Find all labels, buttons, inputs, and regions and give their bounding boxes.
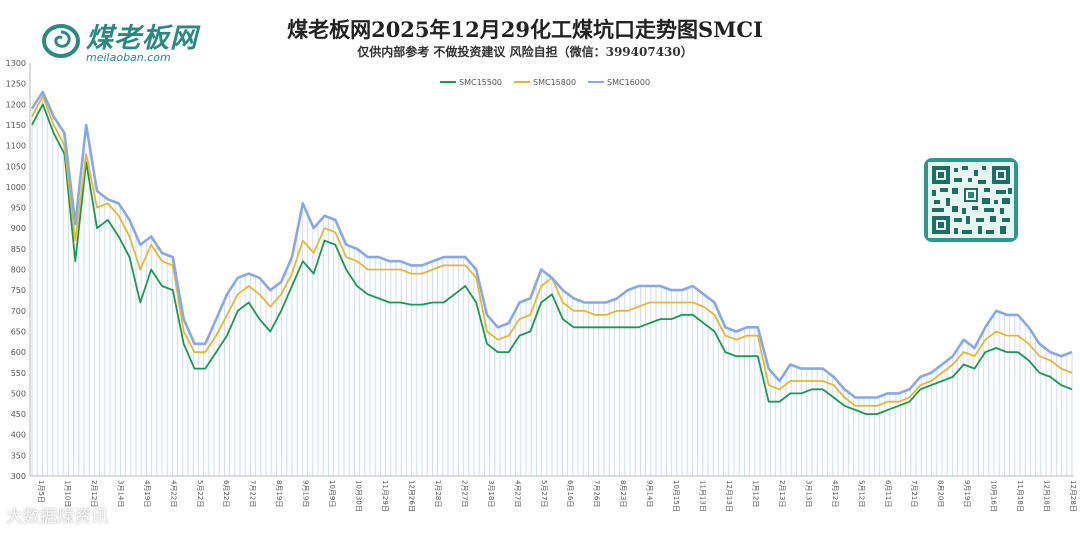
x-tick-label: 12月28日 [1069,480,1077,512]
x-tick-label: 4月22日 [169,480,177,507]
x-tick-label: 4月27日 [513,480,521,507]
x-tick-label: 9月14日 [646,480,654,507]
watermark: 大数据煤资讯 [6,507,108,527]
y-tick-label: 1150 [6,121,26,130]
legend: SMC15500 SMC15800 SMC16000 [440,75,650,89]
y-tick-label: 700 [11,307,26,316]
x-tick-label: 7月26日 [593,480,601,507]
y-tick-label: 800 [11,266,26,275]
y-tick-label: 850 [11,245,26,254]
x-tick-label: 10月30日 [355,480,363,512]
y-tick-label: 500 [11,389,26,398]
x-tick-label: 11月13日 [699,480,707,512]
x-tick-label: 2月27日 [460,480,468,507]
y-tick-label: 1300 [6,59,26,68]
legend-label: SMC15500 [459,77,503,87]
x-tick-label: 4月19日 [143,480,151,507]
y-tick-label: 550 [11,369,26,378]
legend-swatch [440,81,456,83]
axis-layer: 300 350 400 450 500 550 600 650 700 750 800 850 900 9… [6,59,1077,512]
x-tick-label: 3月13日 [804,480,812,507]
x-tick-label: 10月16日 [990,480,998,512]
y-tick-label: 950 [11,204,26,213]
x-tick-label: 7月22日 [249,480,257,507]
brand-logo: 煤老板网 meilaoban.com [42,24,242,64]
x-tick-label: 3月14日 [116,480,124,507]
x-tick-label: 5月27日 [540,480,548,507]
x-tick-label: 2月12日 [90,480,98,507]
x-tick-label: 7月21日 [910,480,918,507]
y-tick-label: 350 [11,451,26,460]
x-tick-label: 6月11日 [884,480,892,507]
y-tick-label: 650 [11,327,26,336]
x-tick-label: 2月13日 [778,480,786,507]
x-tick-label: 6月22日 [222,480,230,507]
x-tick-label: 5月12日 [857,480,865,507]
x-tick-label: 9月19日 [963,480,971,507]
x-tick-label: 1月5日 [37,480,45,503]
legend-label: SMC15800 [533,77,577,87]
x-tick-label: 1月10日 [63,480,71,507]
y-tick-label: 1100 [6,142,26,151]
y-tick-label: 1000 [6,183,26,192]
legend-label: SMC16000 [607,77,651,87]
x-tick-label: 8月23日 [619,480,627,507]
x-tick-label: 4月12日 [831,480,839,507]
brand-url: meilaoban.com [86,51,171,64]
y-tick-label: 600 [11,348,26,357]
y-tick-label: 1250 [6,80,26,89]
drop-lines-layer [31,92,1073,476]
legend-swatch [588,81,605,83]
legend-item-smc15800: SMC15800 [514,75,576,89]
x-tick-label: 8月20日 [937,480,945,507]
y-tick-label: 450 [11,410,26,419]
y-tick-label: 900 [11,224,26,233]
wechat-qr-code [924,158,1018,242]
x-tick-label: 10月9日 [328,480,336,507]
x-tick-label: 1月28日 [434,480,442,507]
x-tick-label: 12月18日 [1043,480,1051,512]
x-tick-label: 1月12日 [751,480,759,507]
y-tick-label: 1050 [6,162,26,171]
x-tick-label: 12月13日 [725,480,733,512]
y-tick-label: 1200 [6,100,26,109]
legend-item-smc15500: SMC15500 [440,75,502,89]
series-layer [30,90,1073,416]
chart-subtitle: 仅供内部参考 不做投资建议 风险自担（微信：399407430） [357,45,693,59]
x-tick-label: 12月26日 [407,480,415,512]
x-tick-label: 5月22日 [196,480,204,507]
x-tick-label: 9月19日 [302,480,310,507]
y-tick-label: 750 [11,286,26,295]
y-tick-label: 400 [11,431,26,440]
x-tick-label: 3月18日 [487,480,495,507]
y-tick-label: 300 [11,472,26,481]
brand-name: 煤老板网 [86,23,198,54]
x-tick-label: 8月19日 [275,480,283,507]
x-tick-label: 10月15日 [672,480,680,512]
x-tick-label: 11月29日 [381,480,389,512]
legend-item-smc16000: SMC16000 [588,75,650,89]
x-tick-label: 11月18日 [1016,480,1024,512]
legend-swatch [514,81,531,83]
series-line-smc16000 [30,90,1073,399]
x-tick-label: 6月16日 [566,480,574,507]
series-line-smc15500 [31,103,1073,416]
chart-title: 煤老板网2025年12月29化工煤坑口走势图SMCI [287,17,763,42]
logo-swirl-icon [42,24,80,58]
